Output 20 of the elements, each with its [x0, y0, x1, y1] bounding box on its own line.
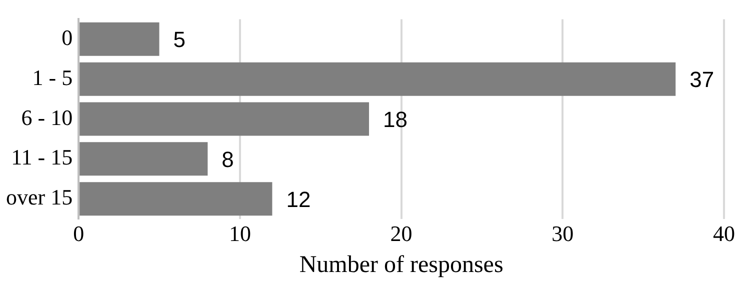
data-label: 12	[286, 186, 311, 212]
y-tick-label: 1 - 5	[32, 64, 73, 90]
data-label: 5	[173, 27, 186, 52]
y-tick-label: 11 - 15	[11, 144, 73, 170]
y-tick-label: 0	[62, 24, 73, 50]
bar	[80, 22, 160, 56]
data-label: 37	[690, 67, 714, 92]
x-tick-label: 40	[713, 220, 735, 246]
x-axis-title: Number of responses	[299, 252, 504, 278]
data-label: 8	[222, 146, 234, 172]
bar	[80, 102, 370, 136]
bar	[80, 182, 272, 216]
x-tick-label: 10	[228, 220, 251, 246]
x-tick-label: 30	[552, 220, 574, 246]
x-tick-label: 20	[390, 220, 412, 246]
bar	[80, 62, 676, 96]
y-tick-label: 6 - 10	[21, 104, 73, 130]
bar	[80, 142, 208, 176]
data-label: 18	[383, 107, 408, 132]
y-tick-label: over 15	[6, 184, 73, 210]
